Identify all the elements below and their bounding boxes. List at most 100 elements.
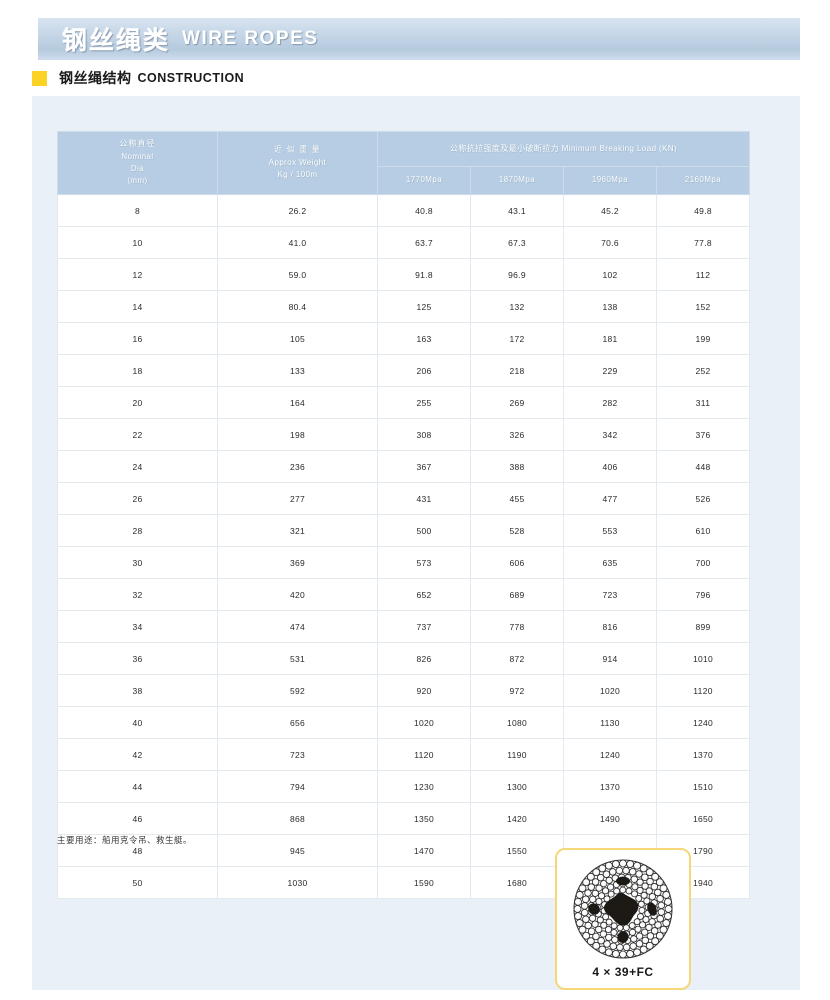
mbl-1870-cell: 43.1 — [470, 194, 564, 227]
mbl-2160-cell: 49.8 — [655, 194, 751, 227]
wire-circle — [588, 914, 597, 922]
strand-filler-shape — [617, 931, 629, 943]
wire-circle — [609, 868, 617, 876]
wire-rope-spec-table: 公称直径 Nominal Dia (mm) 近 似 重 量 Approx Wei… — [57, 131, 751, 899]
wire-circle — [610, 929, 618, 937]
table-row: 12 59.0 91.8 96.9 102 112 — [57, 258, 751, 291]
wire-circle — [641, 873, 649, 882]
wire-circle — [587, 883, 596, 891]
mbl-1770-cell: 652 — [377, 578, 471, 611]
wire-circle — [586, 872, 595, 881]
wire-circle — [657, 901, 666, 910]
mbl-1770-cell: 206 — [377, 354, 471, 387]
wire-circle — [659, 925, 668, 934]
mbl-1770-cell: 1590 — [377, 866, 471, 899]
weight-cell: 794 — [217, 770, 378, 803]
dia-cell: 30 — [57, 546, 218, 579]
wire-circle — [622, 866, 630, 875]
table-row: 36 531 826 872 914 1010 — [57, 642, 751, 675]
table-row: 28 321 500 528 553 610 — [57, 514, 751, 547]
mbl-2160-cell: 1510 — [655, 770, 751, 803]
wire-circle — [637, 913, 644, 920]
wire-circle — [645, 941, 654, 950]
dia-cell: 14 — [57, 290, 218, 323]
mbl-2160-cell: 1240 — [655, 706, 751, 739]
wire-circle — [635, 932, 644, 940]
wire-circle — [574, 897, 582, 906]
table-row: 24 236 367 388 406 448 — [57, 450, 751, 483]
mbl-1870-cell: 67.3 — [470, 226, 564, 259]
mbl-1960-cell: 816 — [563, 610, 657, 643]
weight-cell: 1030 — [217, 866, 378, 899]
dia-cell: 8 — [57, 194, 218, 227]
wire-circle — [633, 861, 641, 870]
wire-circle — [615, 866, 624, 875]
wire-circle — [633, 918, 641, 926]
strand-filler-shape — [588, 903, 600, 915]
wire-circle — [596, 873, 605, 882]
rope-cross-section-svg — [573, 859, 673, 959]
wire-circle — [636, 886, 644, 894]
wire-circle — [656, 914, 664, 923]
wire-circle — [586, 937, 595, 946]
wire-circle — [642, 915, 650, 923]
mbl-1770-cell: 1020 — [377, 706, 471, 739]
wire-circle — [636, 878, 644, 886]
wire-circle — [611, 950, 620, 958]
weight-cell: 26.2 — [217, 194, 378, 227]
wire-circle — [639, 864, 648, 873]
col-header-mpa-1870: 1870Mpa — [470, 166, 564, 195]
wire-circle — [595, 897, 603, 906]
usage-footnote: 主要用途：船用克令吊、救生艇。 — [57, 836, 193, 846]
dia-cell: 36 — [57, 642, 218, 675]
weight-cell: 531 — [217, 642, 378, 675]
wire-circle — [605, 948, 613, 957]
weight-cell: 420 — [217, 578, 378, 611]
wire-circle — [592, 932, 600, 941]
table-row: 32 420 652 689 723 796 — [57, 578, 751, 611]
mbl-1870-cell: 606 — [470, 546, 564, 579]
wire-circle — [654, 921, 662, 929]
dia-cell: 48 — [57, 834, 218, 867]
dia-cell: 10 — [57, 226, 218, 259]
mbl-2160-cell: 199 — [655, 322, 751, 355]
mbl-1870-cell: 972 — [470, 674, 564, 707]
wire-circle — [607, 883, 615, 891]
wire-circle — [635, 940, 644, 948]
mbl-1770-cell: 826 — [377, 642, 471, 675]
mbl-1870-cell: 1680 — [470, 866, 564, 899]
wire-circle — [573, 905, 582, 913]
wire-circle — [616, 924, 624, 932]
wire-circle — [628, 922, 636, 930]
mbl-1870-cell: 1190 — [470, 738, 564, 771]
mbl-1870-cell: 388 — [470, 450, 564, 483]
mbl-1960-cell: 1130 — [563, 706, 657, 739]
wire-circle — [578, 925, 587, 934]
wire-circle — [598, 864, 607, 873]
rope-cross-section-icon — [568, 857, 678, 963]
wire-circle — [592, 941, 601, 950]
wire-circle — [626, 950, 635, 958]
wire-circle — [622, 924, 630, 932]
wire-circle — [639, 945, 648, 954]
wire-circle — [651, 872, 660, 881]
col-header-mpa-1770: 1770Mpa — [377, 166, 471, 195]
mbl-2160-cell: 152 — [655, 290, 751, 323]
mbl-1770-cell: 573 — [377, 546, 471, 579]
wire-circle — [602, 913, 610, 921]
wire-circle — [609, 942, 618, 950]
mbl-1960-cell: 342 — [563, 418, 657, 451]
mbl-1770-cell: 920 — [377, 674, 471, 707]
wire-circle — [575, 919, 584, 927]
mbl-1870-cell: 218 — [470, 354, 564, 387]
mbl-1960-cell: 282 — [563, 386, 657, 419]
mbl-1960-cell: 406 — [563, 450, 657, 483]
dia-cell: 32 — [57, 578, 218, 611]
wire-circle — [591, 920, 599, 928]
wire-circle — [619, 859, 627, 868]
mbl-2160-cell: 376 — [655, 418, 751, 451]
mbl-2160-cell: 700 — [655, 546, 751, 579]
weight-cell: 105 — [217, 322, 378, 355]
mbl-1960-cell: 229 — [563, 354, 657, 387]
weight-cell: 945 — [217, 834, 378, 867]
